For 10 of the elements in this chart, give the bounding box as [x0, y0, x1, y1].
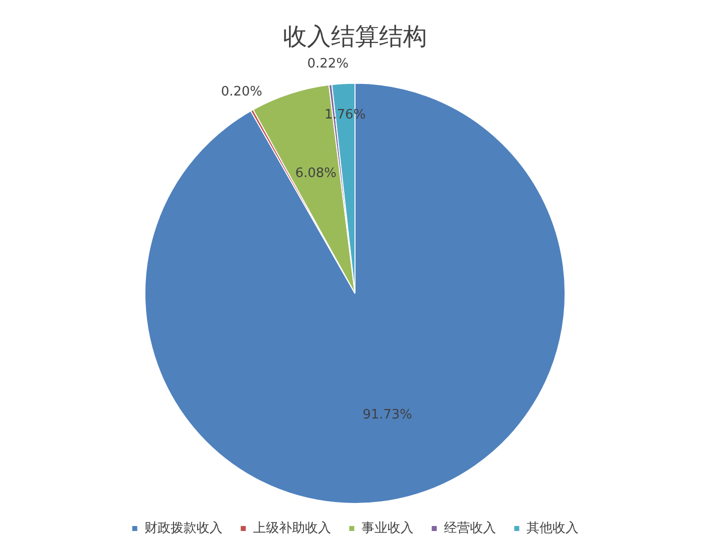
legend-label: 经营收入	[444, 520, 496, 536]
legend-label: 财政拨款收入	[144, 520, 222, 536]
legend-label: 事业收入	[361, 520, 414, 536]
data-label: 0.20%	[220, 84, 262, 100]
legend-label: 上级补助收入	[252, 520, 331, 536]
legend-label: 其他收入	[526, 520, 578, 536]
data-label: 91.73%	[362, 408, 412, 423]
chart-title: 收入结算结构	[283, 22, 427, 51]
data-label: 0.22%	[307, 56, 349, 72]
data-label: 6.08%	[295, 166, 337, 181]
